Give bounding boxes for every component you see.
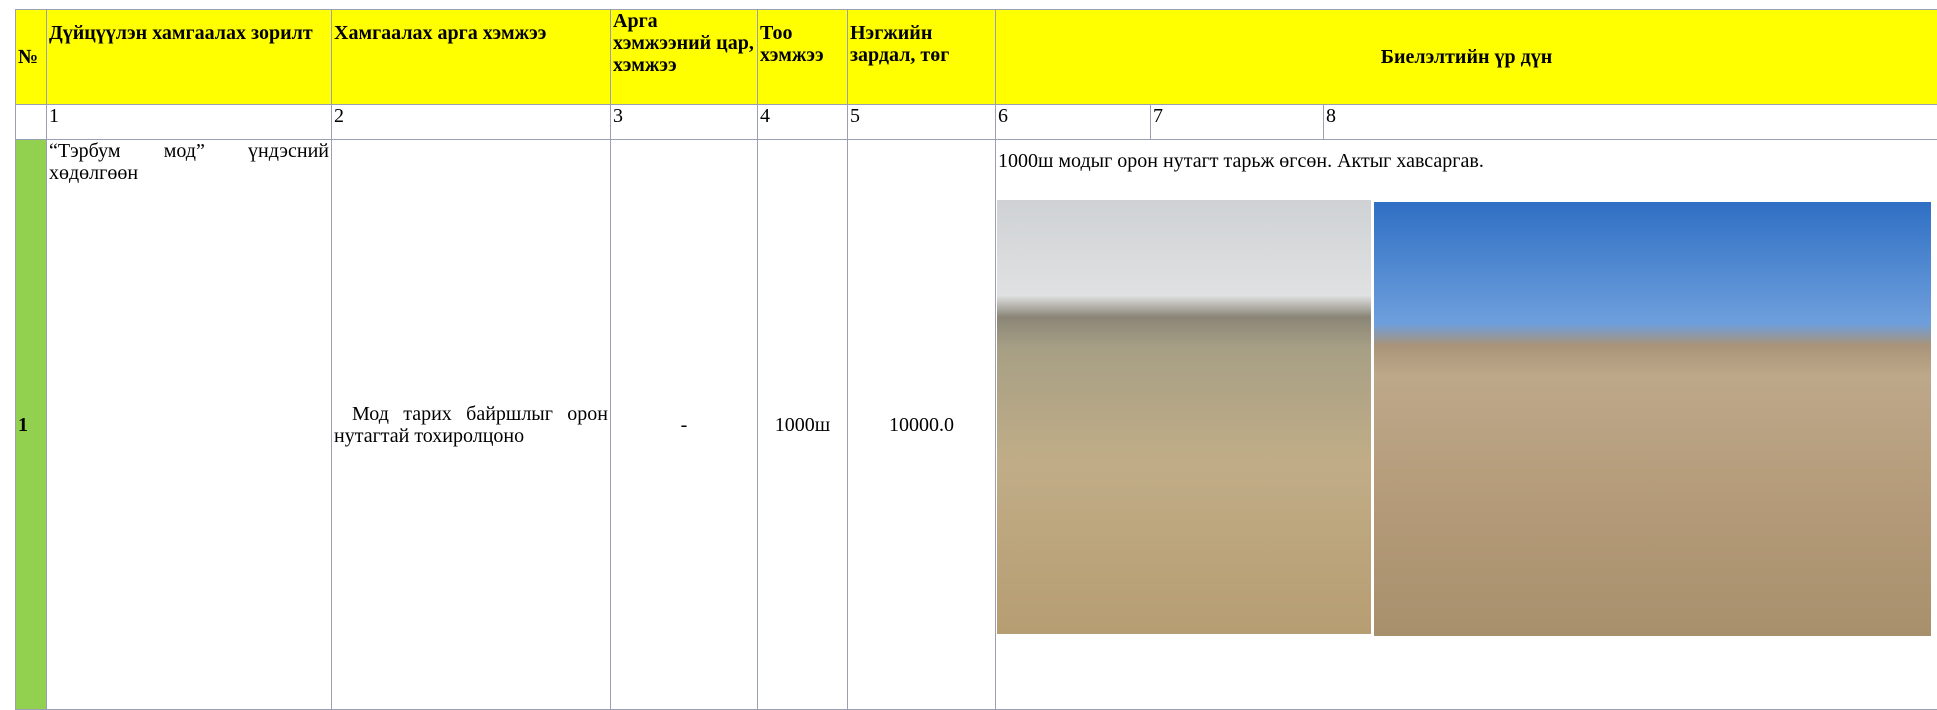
number-cell: 8 — [1322, 104, 1937, 140]
goal-cell: “Тэрбум мод” үндэсний хөдөлгөөн — [46, 139, 332, 710]
number-cell: 3 — [610, 104, 758, 140]
number-cell: 2 — [331, 104, 611, 140]
number-cell: 6 — [995, 104, 1151, 140]
header-cell: № — [15, 9, 47, 105]
number-cell — [15, 104, 47, 140]
number-cell: 1 — [46, 104, 332, 140]
header-cell: Арга хэмжээний цар, хэмжээ — [610, 9, 758, 105]
header-cell: Нэгжийн зардал, төг — [847, 9, 996, 105]
number-cell: 7 — [1150, 104, 1324, 140]
result-cell: 1000ш модыг орон нутагт тарьж өгсөн. Акт… — [994, 139, 1937, 710]
cost-cell: 10000.0 — [847, 139, 996, 710]
result-content: 1000ш модыг орон нутагт тарьж өгсөн. Акт… — [997, 141, 1937, 709]
header-cell: Тоо хэмжээ — [757, 9, 848, 105]
photo — [997, 200, 1371, 634]
data-row: 1 “Тэрбум мод” үндэсний хөдөлгөөн Мод та… — [15, 139, 1937, 710]
number-cell: 4 — [757, 104, 848, 140]
report-table: № Дүйцүүлэн хамгаалах зорилт Хамгаалах а… — [15, 9, 1937, 710]
quantity-cell: 1000ш — [757, 139, 848, 710]
scope-cell: - — [610, 139, 758, 710]
header-cell: Хамгаалах арга хэмжээ — [331, 9, 611, 105]
measure-cell: Мод тарих байршлыг орон нутагтай тохирол… — [331, 139, 611, 710]
header-cell: Дүйцүүлэн хамгаалах зорилт — [46, 9, 332, 105]
row-number: 1 — [15, 139, 47, 710]
header-row: № Дүйцүүлэн хамгаалах зорилт Хамгаалах а… — [15, 9, 1937, 105]
number-cell: 5 — [847, 104, 996, 140]
result-text: 1000ш модыг орон нутагт тарьж өгсөн. Акт… — [998, 150, 1484, 172]
number-row: 1 2 3 4 5 6 7 8 — [15, 104, 1937, 140]
photo — [1374, 202, 1931, 636]
header-cell: Биелэлтийн үр дүн — [994, 9, 1937, 105]
